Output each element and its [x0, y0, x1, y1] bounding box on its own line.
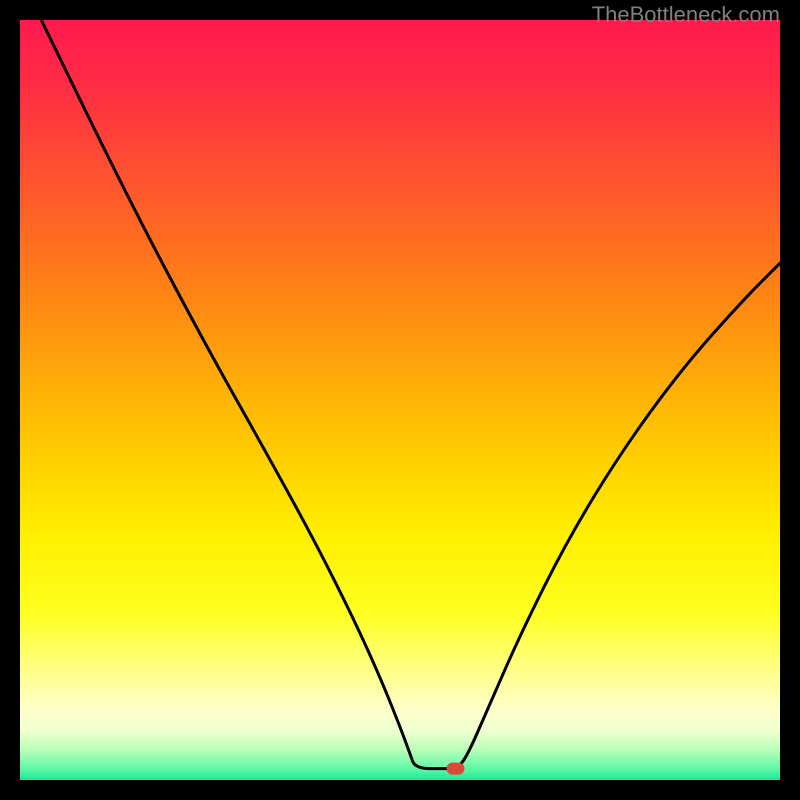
- gradient-plot-area: [20, 20, 780, 780]
- minimum-marker: [446, 763, 464, 775]
- chart-stage: TheBottleneck.com: [0, 0, 800, 800]
- chart-svg: [0, 0, 800, 800]
- watermark-text: TheBottleneck.com: [592, 2, 780, 28]
